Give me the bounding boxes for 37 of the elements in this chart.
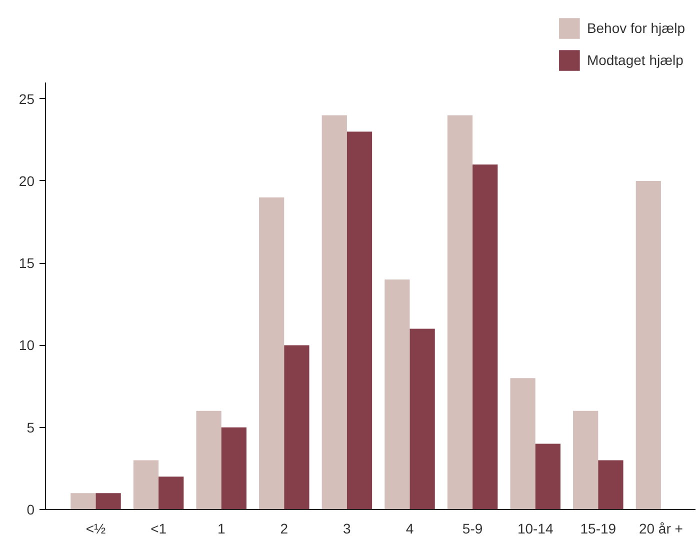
x-tick-label: <½ [86,520,106,536]
x-tick-label: 15-19 [580,520,616,536]
bar [510,378,536,510]
x-tick-label: 10-14 [517,520,554,536]
bar [598,460,624,510]
y-tick-label: 5 [26,419,35,436]
legend-label: Modtaget hjælp [586,52,684,68]
y-tick-label: 25 [18,90,35,107]
bar [221,427,246,510]
x-tick-label: 3 [343,520,352,536]
x-tick-label: 20 år + [638,520,683,536]
bar [384,280,410,510]
bar [410,328,435,510]
bar [158,476,184,510]
bar [133,460,159,510]
bar [96,493,121,510]
bar [636,180,661,510]
bar [472,164,498,510]
bar [259,197,284,510]
bar [346,132,372,510]
y-tick-label: 0 [26,502,35,518]
y-tick-label: 15 [18,255,35,272]
bar [535,444,560,510]
bar [322,115,347,510]
y-tick-label: 20 [18,172,35,189]
x-tick-label: <1 [150,520,167,536]
bar [70,493,96,510]
bar [447,115,473,510]
y-tick-label: 10 [18,337,35,354]
x-tick-label: 4 [406,520,414,536]
x-tick-label: 1 [217,520,226,536]
x-tick-label: 5-9 [462,520,483,536]
bar [196,410,222,510]
x-tick-label: 2 [280,520,288,536]
legend-label: Behov for hjælp [586,20,685,36]
bar [573,410,598,510]
bar [284,345,310,510]
